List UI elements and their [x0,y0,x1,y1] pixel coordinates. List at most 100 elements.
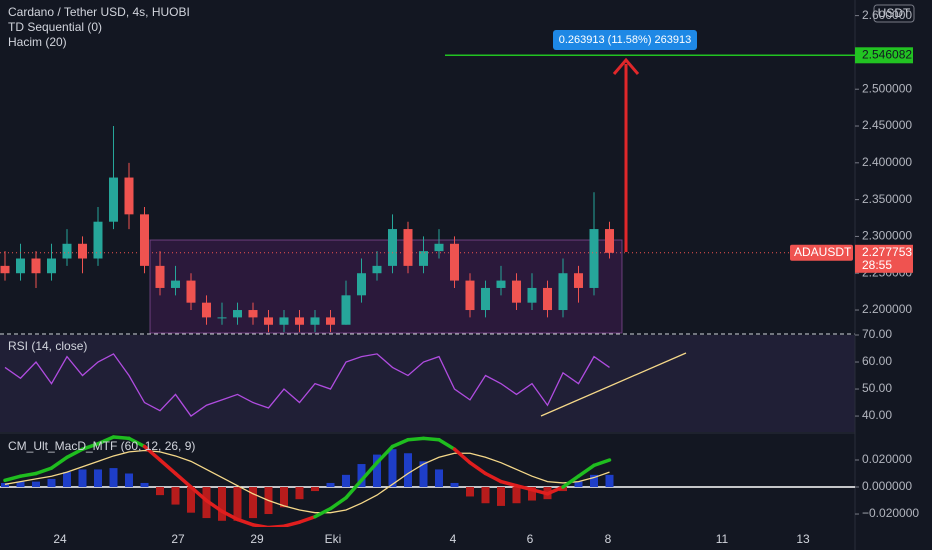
macd-segment [359,460,379,483]
rsi-trendline [540,352,687,417]
candle-body [574,273,583,288]
histogram-bar [249,487,257,519]
histogram-bar [63,472,71,488]
macd-segment [251,523,271,527]
macd-segment [561,474,581,489]
macd-segment [406,436,426,442]
macd-segment [49,455,69,470]
histogram-bar [233,487,242,521]
macd-segment [375,444,395,465]
histogram-bar [481,487,490,504]
histogram-bar [78,469,87,488]
candle-body [512,280,521,303]
macd-segment [421,436,441,442]
candle-body [372,265,382,274]
candle-body [589,229,599,288]
histogram-bar [574,481,583,488]
time-label: 24 [53,532,67,546]
candle-body [326,317,335,325]
candle-body [264,317,273,325]
macd-segment [282,520,302,527]
candle-body [47,258,56,274]
measure-arrowhead [612,57,640,75]
candle-body [248,310,258,318]
histogram-bar [404,453,412,488]
candle-body [124,177,134,215]
macd-segment [576,463,596,478]
macd-segment [220,509,240,522]
y-tick-label: −0.020000 [862,506,919,520]
candle-body [78,243,87,259]
candle-body [403,229,413,266]
macd-segment [344,478,364,500]
time-label: 27 [171,532,185,546]
measure-box [553,30,697,50]
histogram-bar [1,482,9,488]
price-badge [855,244,913,273]
time-label: 6 [527,532,534,546]
y-tick-label: 50.00 [862,381,892,395]
y-tick-label: 2.450000 [862,118,912,132]
macd-segment [34,466,54,476]
histogram-bar [32,481,40,488]
macd-segment [96,435,116,446]
histogram-bar [388,449,397,488]
y-tick-label: 40.00 [862,408,892,422]
candle-body [419,251,428,266]
histogram-bar [605,474,614,488]
macd-segment [313,506,333,519]
candle-body [202,302,211,318]
candle-body [450,243,459,281]
y-tick-label: 2.600000 [862,8,912,22]
candle-body [543,287,552,311]
histogram-bar [373,454,381,488]
candle-body [310,317,320,325]
candle-body [295,317,304,325]
histogram-bar [171,487,180,505]
indicator-title: Hacim (20) [8,35,67,49]
pane-title: RSI (14, close) [8,339,87,353]
price-label: 2.277753 [862,245,912,259]
candle-body [558,273,568,311]
pane [4,353,610,417]
histogram-bar [311,487,319,492]
macd-segment [328,496,348,511]
time-label: 11 [716,532,729,546]
macd-segment [142,444,162,462]
macd-segment [158,458,178,476]
macd-segment [3,474,23,483]
symbol-label: ADAUSDT [794,245,852,259]
histogram-bar [342,474,350,488]
candle-body [341,295,351,325]
macd-segment [452,447,472,465]
histogram-bar [497,487,505,506]
macd-segment [173,471,193,489]
macd-segment [592,458,612,468]
candle-body [16,258,25,274]
signal-line [4,449,610,514]
pane-title: CM_Ult_MacD_MTF (60, 12, 26, 9) [8,439,195,453]
macd-segment [266,524,286,527]
macd-segment [235,517,255,527]
currency-label[interactable]: USDT [878,6,911,20]
histogram-bar [528,487,536,501]
histogram-bar [280,487,288,508]
histogram-bar [295,487,304,500]
candle-body [357,273,366,296]
histogram-bar [435,469,443,488]
candle-body [171,280,180,288]
histogram-bar [466,487,474,497]
histogram-bar [94,469,102,488]
currency-badge[interactable] [873,4,915,23]
time-label: 4 [450,532,457,546]
measure-label: 0.263913 (11.58%) 263913 [559,34,692,46]
macd-segment [530,487,550,496]
macd-segment [204,498,224,514]
candle-body [527,287,537,303]
candle-body [217,317,227,319]
candle-body [186,280,196,303]
macd-segment [297,514,317,524]
plots [0,126,855,527]
candle-body [31,258,41,274]
